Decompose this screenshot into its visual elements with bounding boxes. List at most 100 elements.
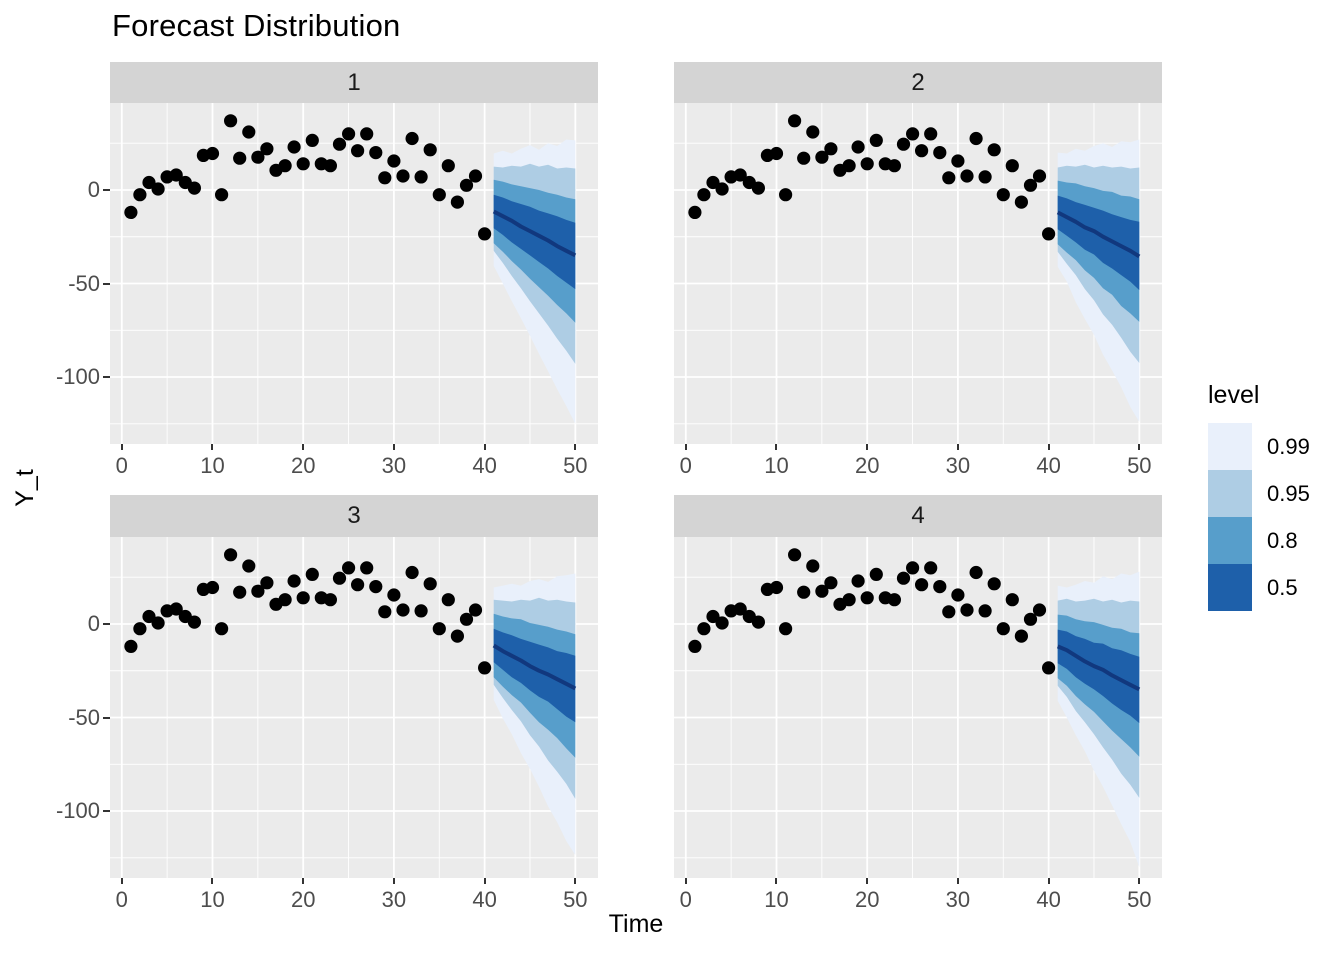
x-tick-mark	[866, 444, 869, 450]
observed-point	[405, 565, 419, 580]
observed-point	[323, 159, 337, 173]
x-tick-mark	[775, 444, 778, 450]
facet-strip: 4	[674, 495, 1162, 537]
x-tick-mark	[1138, 444, 1141, 450]
observed-point	[1032, 169, 1047, 183]
observed-point	[797, 585, 811, 599]
legend-entry: 0.99	[1208, 423, 1310, 470]
observed-point	[996, 622, 1010, 636]
observed-point	[133, 622, 147, 636]
observed-point	[960, 603, 974, 617]
observed-point	[715, 616, 729, 630]
observed-point	[969, 131, 983, 146]
x-tick-mark	[483, 444, 486, 450]
observed-point	[260, 576, 274, 590]
observed-point	[788, 114, 802, 128]
forecast-band-0.5	[493, 628, 576, 723]
legend-swatch-0.95	[1208, 470, 1252, 517]
facet-strip-label: 2	[911, 69, 925, 96]
observed-point	[369, 146, 383, 160]
observed-point	[1014, 629, 1028, 643]
x-tick-label: 10	[764, 453, 789, 478]
x-tick-label: 40	[472, 887, 497, 912]
observed-point	[405, 131, 419, 146]
observed-point	[478, 227, 492, 241]
y-tick-mark	[103, 716, 110, 719]
observed-point	[360, 127, 374, 141]
observed-point	[915, 578, 929, 592]
facet-panel-1	[110, 103, 598, 444]
observed-point	[332, 137, 347, 151]
observed-point	[987, 577, 1001, 591]
x-tick-label: 10	[764, 887, 789, 912]
observed-point	[351, 144, 365, 158]
observed-point	[706, 175, 720, 190]
observed-point	[951, 154, 965, 168]
observed-point	[978, 170, 992, 184]
observed-point	[769, 580, 784, 595]
legend-swatch-0.5	[1208, 564, 1252, 611]
x-tick-label: 40	[472, 453, 497, 478]
chart-title: Forecast Distribution	[112, 8, 401, 43]
x-tick-label: 0	[679, 453, 692, 478]
observed-point	[332, 571, 347, 585]
legend-label: 0.8	[1267, 527, 1298, 553]
observed-point	[969, 565, 983, 580]
observed-point	[151, 182, 165, 196]
x-tick-mark	[302, 878, 305, 884]
forecast-median-line	[492, 643, 577, 691]
legend-entry: 0.95	[1208, 470, 1310, 517]
x-tick-mark	[866, 878, 869, 884]
observed-point	[133, 188, 147, 202]
x-tick-label: 0	[115, 887, 128, 912]
observed-point	[187, 615, 201, 629]
x-tick-mark	[211, 444, 214, 450]
observed-point	[441, 593, 455, 607]
observed-point	[287, 574, 301, 588]
observed-point	[896, 137, 911, 151]
x-tick-mark	[956, 444, 959, 450]
observed-point	[815, 150, 829, 164]
observed-point	[887, 159, 901, 173]
y-tick-label: 0	[87, 610, 100, 636]
observed-point	[378, 605, 392, 619]
x-tick-mark	[574, 444, 577, 450]
x-tick-label: 20	[854, 887, 880, 912]
y-tick-mark	[103, 622, 110, 625]
observed-point	[1042, 661, 1056, 675]
observed-point	[432, 188, 446, 202]
legend-title: level	[1208, 381, 1260, 409]
legend-entry: 0.5	[1208, 564, 1310, 611]
x-tick-label: 30	[945, 887, 971, 912]
observed-point	[242, 559, 256, 573]
observed-point	[860, 157, 874, 171]
observed-point	[1023, 612, 1038, 626]
y-tick-label: 0	[87, 176, 100, 202]
observed-point	[233, 585, 247, 599]
observed-point	[224, 548, 238, 562]
forecast-median-line	[1056, 210, 1141, 259]
y-tick-label: -100	[55, 364, 100, 390]
observed-point	[342, 127, 356, 141]
facet-strip-label: 1	[347, 69, 361, 96]
observed-point	[459, 612, 474, 626]
observed-point	[1005, 159, 1019, 173]
observed-point	[851, 140, 865, 154]
observed-point	[251, 150, 265, 164]
x-tick-mark	[1047, 444, 1050, 450]
x-tick-mark	[684, 444, 687, 450]
observed-point	[987, 143, 1001, 157]
y-tick-label: -50	[68, 704, 100, 730]
facet-strip: 1	[110, 62, 598, 104]
x-tick-label: 20	[290, 453, 316, 478]
observed-point	[342, 561, 356, 575]
observed-point	[169, 602, 183, 616]
x-tick-mark	[392, 878, 395, 884]
x-tick-label: 30	[381, 887, 407, 912]
facet-strip-label: 3	[347, 502, 361, 529]
x-tick-mark	[956, 878, 959, 884]
observed-point	[450, 195, 464, 209]
observed-point	[124, 639, 138, 653]
observed-point	[806, 125, 820, 139]
observed-point	[842, 159, 856, 173]
